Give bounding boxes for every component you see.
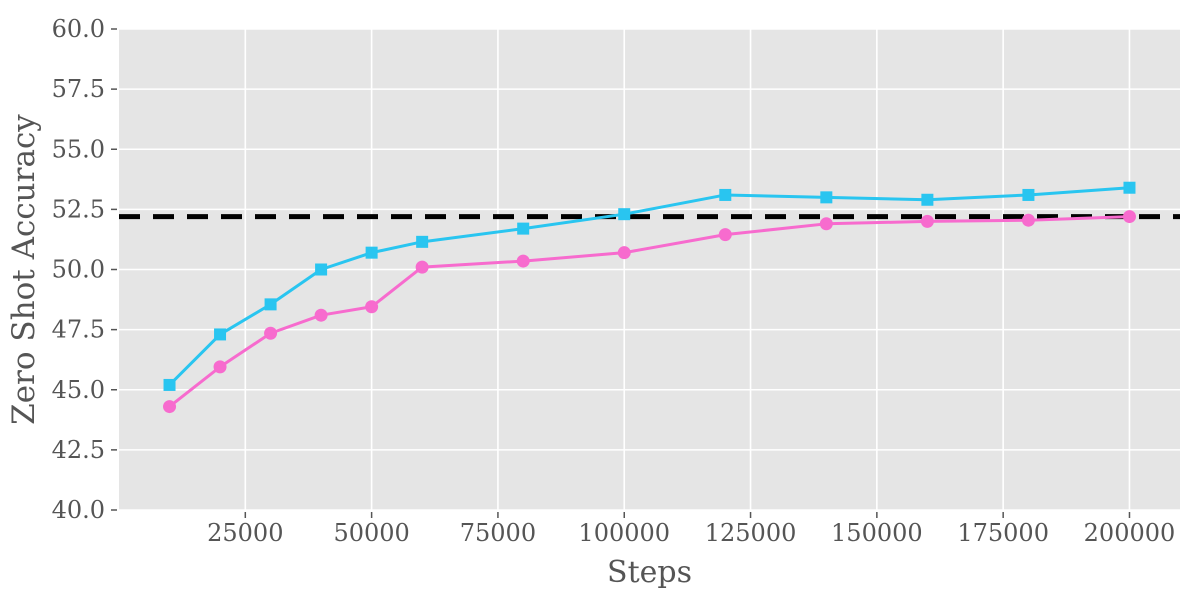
pink-circles-series-marker (415, 260, 429, 274)
pink-circles-series-marker (365, 300, 379, 314)
x-axis-label: Steps (607, 555, 692, 590)
blue-squares-series-marker (517, 222, 530, 235)
pink-circles-series-marker (920, 214, 934, 228)
y-tick-label: 45.0 (52, 376, 105, 404)
y-tick-label: 52.5 (52, 195, 105, 223)
blue-squares-series-marker (315, 263, 328, 276)
y-tick-label: 47.5 (52, 316, 105, 344)
pink-circles-series-marker (617, 246, 631, 260)
x-tick-label: 25000 (207, 519, 283, 547)
x-tick-label: 150000 (831, 519, 923, 547)
blue-squares-series-marker (820, 191, 833, 204)
blue-squares-series-marker (264, 298, 277, 311)
pink-circles-series-marker (264, 326, 278, 340)
pink-circles-series-marker (516, 254, 530, 268)
blue-squares-series-marker (416, 235, 429, 248)
blue-squares-series-marker (1022, 188, 1035, 201)
blue-squares-series-marker (921, 193, 934, 206)
x-tick-label: 200000 (1084, 519, 1176, 547)
blue-squares-series-marker (719, 188, 732, 201)
blue-squares-series-marker (214, 328, 227, 341)
y-tick-label: 55.0 (52, 135, 105, 163)
y-tick-label: 57.5 (52, 75, 105, 103)
y-tick-label: 50.0 (52, 256, 105, 284)
x-tick-label: 100000 (578, 519, 670, 547)
pink-circles-series-marker (718, 228, 732, 242)
x-tick-label: 75000 (460, 519, 536, 547)
blue-squares-series-marker (163, 378, 176, 391)
pink-circles-series-marker (819, 217, 833, 231)
x-tick-label: 50000 (333, 519, 409, 547)
blue-squares-series-marker (365, 246, 378, 259)
pink-circles-series-marker (314, 308, 328, 322)
pink-circles-series-marker (163, 400, 177, 414)
y-axis-label: Zero Shot Accuracy (6, 114, 42, 425)
blue-squares-series-marker (618, 208, 631, 221)
pink-circles-series-marker (213, 360, 227, 374)
x-tick-label: 125000 (705, 519, 797, 547)
blue-squares-series-marker (1123, 181, 1136, 194)
y-tick-label: 40.0 (52, 496, 105, 524)
y-tick-label: 60.0 (52, 15, 105, 43)
pink-circles-series-marker (1021, 213, 1035, 227)
y-tick-label: 42.5 (52, 436, 105, 464)
pink-circles-series-marker (1122, 210, 1136, 224)
x-tick-label: 175000 (957, 519, 1049, 547)
